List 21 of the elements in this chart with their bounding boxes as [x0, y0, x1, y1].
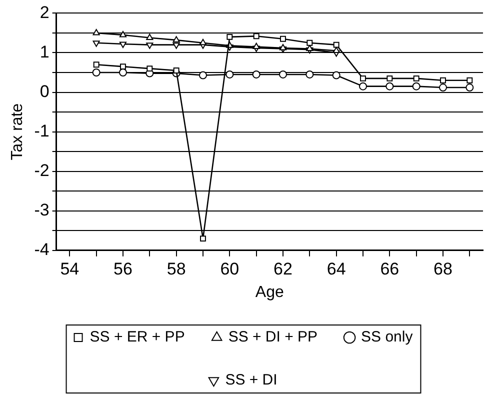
y-tick-label: 0 [40, 82, 50, 101]
y-tick-label: -4 [34, 240, 50, 260]
legend-label: SS + DI + PP [228, 328, 318, 346]
x-tick-label: 60 [220, 259, 240, 278]
y-tick-label: 2 [40, 2, 50, 22]
x-tick-label: 56 [114, 259, 132, 278]
x-tick-label: 64 [326, 259, 346, 278]
y-tick-label: -1 [34, 121, 50, 140]
x-tick-label: 62 [274, 259, 292, 278]
y-axis-title: Tax rate [9, 103, 26, 160]
y-tick-label: -2 [34, 161, 50, 180]
x-tick-label: 58 [166, 259, 186, 278]
legend-label: SS only [361, 328, 414, 346]
y-tick-label: -3 [34, 200, 50, 220]
x-axis-title: Age [255, 284, 284, 301]
x-tick-label: 66 [380, 259, 400, 278]
x-tick-label: 68 [434, 259, 452, 278]
legend-label: SS + ER + PP [90, 328, 185, 346]
legend-label: SS + DI [225, 372, 278, 389]
x-tick-label: 54 [60, 259, 80, 278]
y-tick-label: 1 [40, 42, 50, 62]
